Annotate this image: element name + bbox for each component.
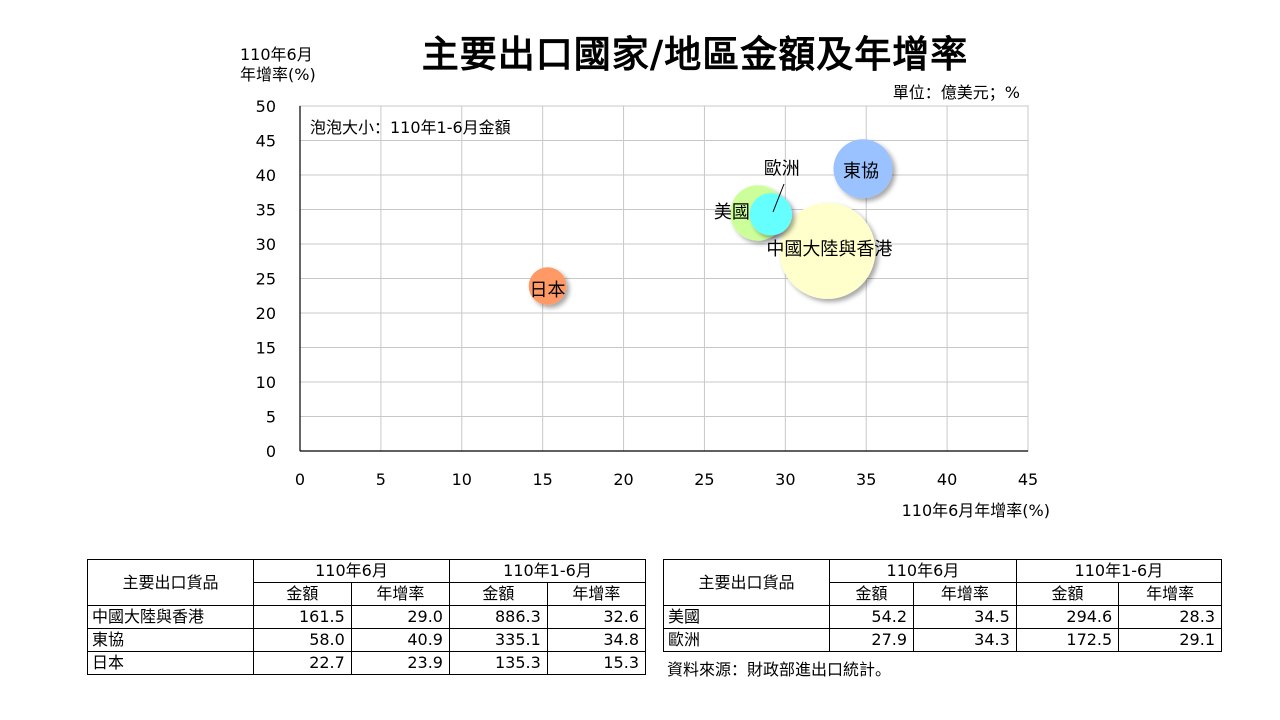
x-tick-label: 30 [775,470,795,489]
x-tick-label: 10 [452,470,472,489]
x-axis-label: 110年6月年增率(%) [901,501,1050,520]
cell-half-growth: 28.3 [1118,605,1222,629]
cell-month-amount: 22.7 [253,651,352,675]
header-amount: 金額 [828,582,915,606]
table-row: 歐洲 27.9 34.3 172.5 29.1 [663,628,1222,652]
cell-half-growth: 34.8 [546,628,647,652]
grid [299,105,1029,452]
row-name: 東協 [87,628,254,652]
y-tick-label: 40 [256,166,276,185]
cell-month-growth: 34.3 [913,628,1017,652]
cell-half-growth: 29.1 [1118,628,1222,652]
row-name: 美國 [663,605,830,629]
cell-half-growth: 32.6 [546,605,647,629]
bubble-label: 美國 [714,202,750,223]
cell-month-growth: 40.9 [350,628,450,652]
header-growth: 年增率 [913,582,1017,606]
cell-half-amount: 172.5 [1015,628,1120,652]
y-tick-label: 5 [266,408,276,427]
x-tick-label: 40 [937,470,957,489]
header-amount: 金額 [1015,582,1120,606]
y-tick-label: 20 [256,304,276,323]
y-tick-label: 30 [256,235,276,254]
table-right: 主要出口貨品 110年6月 110年1-6月 金額 年增率 金額 年增率 美國 … [663,559,1223,652]
cell-half-growth: 15.3 [546,651,647,675]
leader-line-europe [772,183,785,213]
header-goods: 主要出口貨品 [87,559,254,606]
y-tick-label: 35 [256,201,276,220]
header-period-month: 110年6月 [253,559,450,583]
y-tick-label: 10 [256,373,276,392]
unit-label: 單位：億美元；% [892,83,1020,102]
y-tick-label: 45 [256,132,276,151]
cell-half-amount: 886.3 [448,605,548,629]
row-name: 中國大陸與香港 [87,605,254,629]
bubble [833,139,893,199]
table-row: 美國 54.2 34.5 294.6 28.3 [663,605,1222,629]
cell-month-amount: 54.2 [828,605,915,629]
bubbles [528,139,893,305]
y-ticks: 0 5 10 15 20 25 30 35 40 45 50 [256,97,276,461]
cell-month-growth: 34.5 [913,605,1017,629]
bubble [779,202,876,299]
header-growth: 年增率 [1118,582,1222,606]
header-growth: 年增率 [546,582,647,606]
x-tick-label: 35 [856,470,876,489]
source-note: 資料來源：財政部進出口統計。 [667,660,892,679]
header-goods: 主要出口貨品 [663,559,830,606]
x-ticks: 0 5 10 15 20 25 30 35 40 45 [295,470,1038,489]
y-tick-label: 25 [256,270,276,289]
cell-month-growth: 29.0 [350,605,450,629]
header-amount: 金額 [253,582,352,606]
x-tick-label: 25 [694,470,714,489]
y-axis-label: 110年6月 年增率(%) [240,45,316,85]
x-tick-label: 45 [1018,470,1038,489]
bubble [528,267,567,305]
table-row: 日本 22.7 23.9 135.3 15.3 [87,651,647,675]
header-period-half: 110年1-6月 [448,559,647,583]
cell-month-amount: 27.9 [828,628,915,652]
header-growth: 年增率 [350,582,450,606]
cell-month-amount: 161.5 [253,605,352,629]
y-axis-label-line2: 年增率(%) [240,65,316,84]
row-name: 歐洲 [663,628,830,652]
table-row: 東協 58.0 40.9 335.1 34.8 [87,628,647,652]
bubble-chart: 0 5 10 15 20 25 30 35 40 45 05101520253035404550 … [256,97,1039,489]
header-period-half: 110年1-6月 [1015,559,1223,583]
cell-half-amount: 294.6 [1015,605,1120,629]
bubble [749,193,792,236]
chart-title: 主要出口國家/地區金額及年增率 [421,33,969,76]
table-row: 中國大陸與香港 161.5 29.0 886.3 32.6 [87,605,647,629]
x-tick-label: 15 [532,470,552,489]
cell-month-growth: 23.9 [350,651,450,675]
x-tick-label: 5 [376,470,386,489]
y-axis-label-line1: 110年6月 [240,45,313,64]
bubble-label: 歐洲 [764,158,800,179]
bubble-size-annotation: 泡泡大小：110年1-6月金額 [310,118,511,137]
row-name: 日本 [87,651,254,675]
bubble-label: 東協 [843,161,879,182]
table-left: 主要出口貨品 110年6月 110年1-6月 金額 年增率 金額 年增率 中國大… [87,559,647,675]
bubble-label: 日本 [530,280,566,301]
y-tick-label: 15 [256,339,276,358]
header-amount: 金額 [448,582,548,606]
cell-half-amount: 135.3 [448,651,548,675]
x-tick-label: 0 [295,470,305,489]
x-tick-label: 20 [613,470,633,489]
cell-month-amount: 58.0 [253,628,352,652]
cell-half-amount: 335.1 [448,628,548,652]
y-tick-label: 0 [266,442,276,461]
y-tick-label: 50 [256,97,276,116]
header-period-month: 110年6月 [829,559,1017,583]
bubble-label: 中國大陸與香港 [766,239,892,260]
